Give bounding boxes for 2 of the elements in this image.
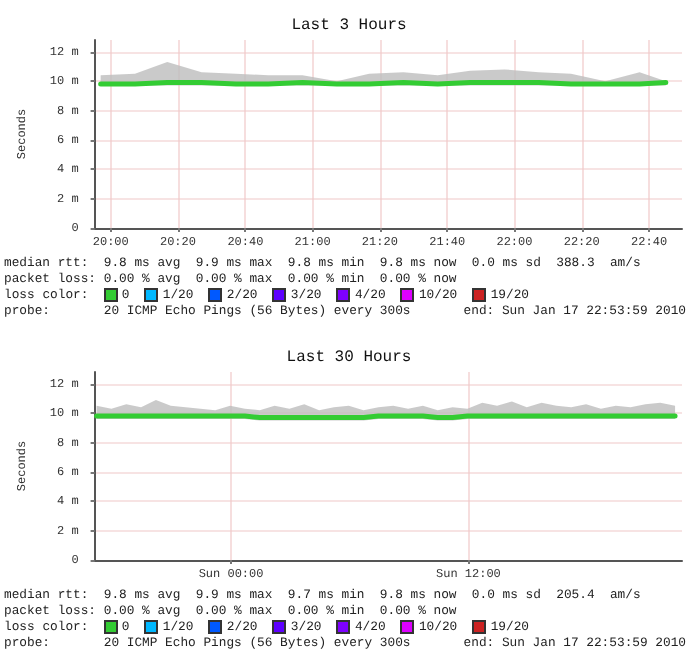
chart-title: Last 3 Hours [291, 17, 408, 35]
chart-title: Last 30 Hours [286, 349, 412, 367]
